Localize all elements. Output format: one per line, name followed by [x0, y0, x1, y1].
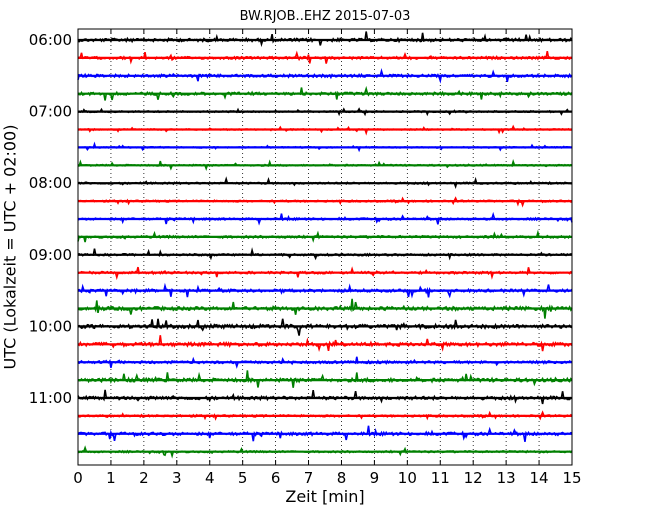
chart-title: BW.RJOB..EHZ 2015-07-03: [239, 9, 411, 24]
y-tick-label: 07:00: [29, 103, 72, 121]
x-tick-label: 8: [337, 469, 347, 487]
trace-1015: [77, 335, 573, 353]
x-tick-label: 13: [497, 469, 516, 487]
x-tick-label: 0: [73, 469, 83, 487]
ticks-layer: 0 1 2 3 4 5 6 7 8 9 10 11 12 13 14 1506:0007:0008:0009:…: [29, 29, 582, 487]
x-tick-label: 14: [530, 469, 549, 487]
traces-layer: [77, 31, 573, 459]
grid-layer: [110, 29, 540, 465]
y-tick-label: 06:00: [29, 31, 72, 49]
y-tick-label: 09:00: [29, 246, 72, 264]
x-tick-label: 12: [464, 469, 483, 487]
x-tick-label: 1: [106, 469, 116, 487]
x-tick-label: 7: [304, 469, 314, 487]
x-tick-label: 2: [139, 469, 149, 487]
x-tick-label: 3: [172, 469, 182, 487]
x-axis-label: Zeit [min]: [285, 487, 365, 506]
x-tick-label: 11: [431, 469, 450, 487]
x-tick-label: 4: [205, 469, 215, 487]
y-axis-label: UTC (Lokalzeit = UTC + 02:00): [0, 124, 20, 370]
y-tick-label: 11:00: [29, 389, 72, 407]
x-tick-label: 6: [271, 469, 281, 487]
trace-0900: [77, 247, 573, 261]
x-tick-label: 15: [562, 469, 581, 487]
x-tick-label: 5: [238, 469, 248, 487]
y-tick-label: 10:00: [29, 317, 72, 335]
trace-0600: [77, 31, 573, 48]
x-tick-label: 10: [398, 469, 417, 487]
plot-frame: [77, 28, 573, 466]
y-tick-label: 08:00: [29, 174, 72, 192]
x-tick-label: 9: [370, 469, 380, 487]
